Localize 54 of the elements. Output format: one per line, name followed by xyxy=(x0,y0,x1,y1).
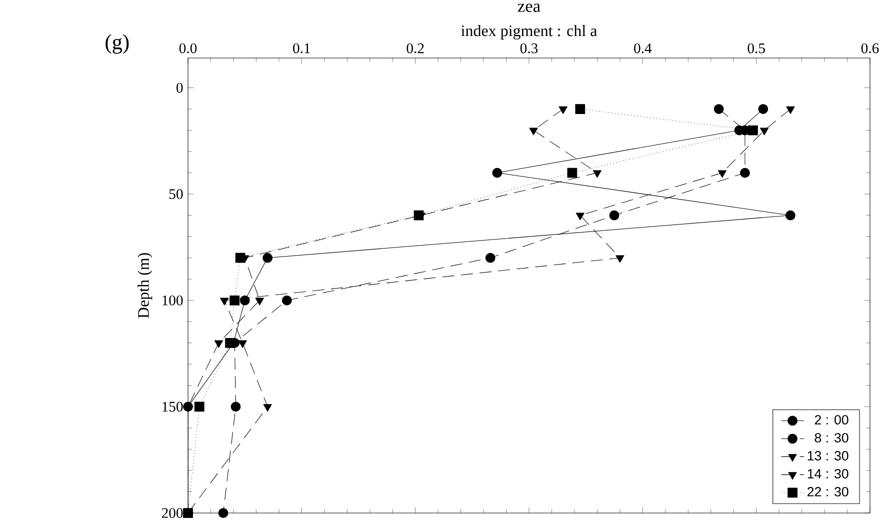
point xyxy=(255,298,264,306)
point xyxy=(262,252,273,263)
x-axis-title: index pigment : chl a xyxy=(461,24,597,40)
y-tick-label: 0 xyxy=(176,82,183,93)
point xyxy=(529,128,538,136)
x-tick-label: 0.4 xyxy=(634,43,652,54)
chart-title: zea xyxy=(518,4,540,12)
legend-label: 13 : 30 xyxy=(808,451,848,460)
text: (g) xyxy=(106,34,129,54)
point xyxy=(263,404,272,412)
point xyxy=(235,252,246,263)
point xyxy=(567,168,578,178)
point xyxy=(758,104,768,114)
point xyxy=(558,106,568,114)
point xyxy=(220,298,229,306)
point xyxy=(748,125,758,136)
point xyxy=(225,338,235,348)
point xyxy=(616,255,624,263)
legend-label: 8 : 30 xyxy=(814,433,848,442)
point xyxy=(282,295,292,306)
point xyxy=(609,210,620,220)
point xyxy=(760,128,769,136)
y-tick-label: 50 xyxy=(169,189,183,200)
point xyxy=(740,168,750,178)
point xyxy=(714,104,724,114)
x-tick-label: 0.3 xyxy=(520,43,538,54)
point xyxy=(218,508,228,518)
legend-label: 14 : 30 xyxy=(808,469,848,478)
x-tick-label: 0.5 xyxy=(748,43,765,54)
point xyxy=(575,104,586,114)
point xyxy=(785,210,796,220)
point xyxy=(786,106,795,114)
x-tick-label: 0.1 xyxy=(293,43,310,54)
point xyxy=(492,168,502,178)
point xyxy=(718,170,727,178)
point xyxy=(576,212,584,220)
x-tick-label: 0.0 xyxy=(179,43,197,54)
y-tick-label: 100 xyxy=(162,295,183,306)
point xyxy=(230,295,240,306)
point xyxy=(485,252,496,263)
legend-label: 22 : 30 xyxy=(807,486,848,496)
point xyxy=(240,295,250,306)
point xyxy=(230,402,241,412)
point xyxy=(414,210,424,220)
point xyxy=(194,402,204,412)
x-tick-label: 0.2 xyxy=(406,43,424,54)
y-tick-label: 150 xyxy=(162,402,183,412)
legend-label: 2 : 00 xyxy=(814,415,848,425)
point xyxy=(238,340,247,348)
x-tick-label: 0.6 xyxy=(861,43,879,54)
y-axis-title: Depth (m) xyxy=(138,253,152,318)
y-tick-label: 200 xyxy=(162,508,183,518)
point xyxy=(214,340,223,348)
point xyxy=(592,170,602,178)
